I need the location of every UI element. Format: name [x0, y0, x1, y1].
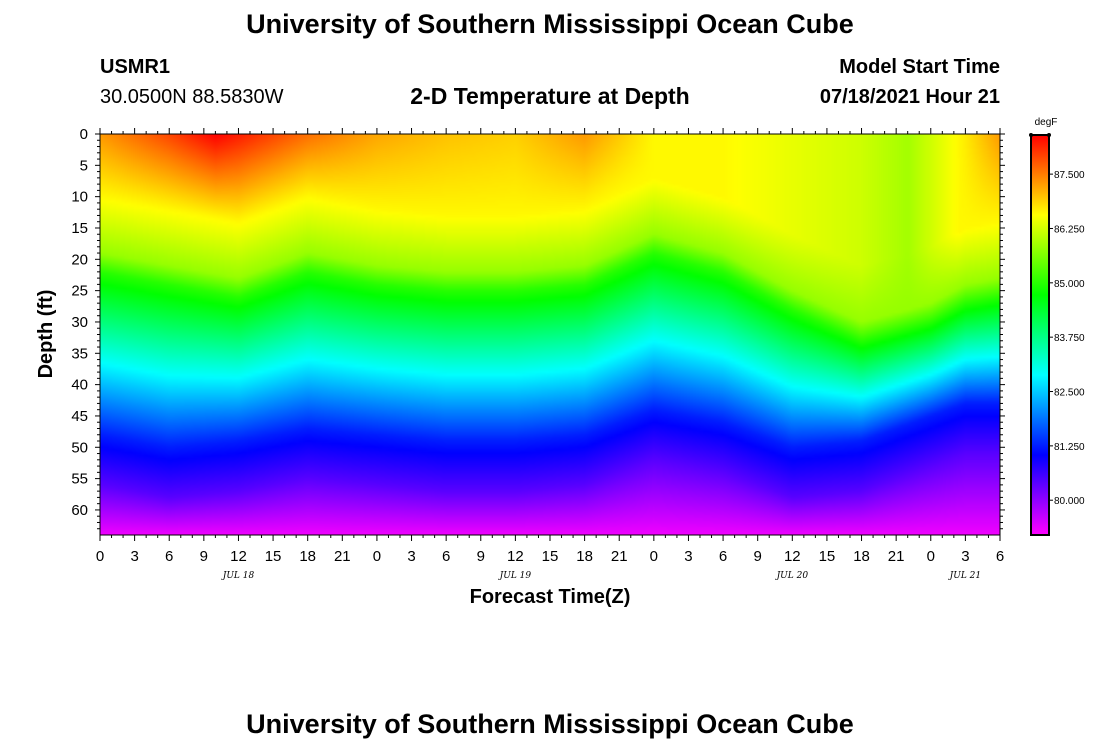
colorbar-unit: degF [1035, 117, 1058, 128]
colorbar-corner-mark [1047, 133, 1051, 137]
colorbar-tick-label: 82.500 [1054, 388, 1085, 399]
heatmap-field [100, 134, 1000, 535]
y-tick-label: 20 [71, 251, 88, 268]
x-tick-label: 21 [611, 548, 628, 565]
y-tick-label: 40 [71, 377, 88, 394]
x-tick-label: 18 [853, 548, 870, 565]
colorbar: degF 87.500 86.250 85.000 83.750 82.500 81.25… [1029, 117, 1085, 536]
y-tick-label: 15 [71, 220, 88, 237]
x-tick-label: 12 [230, 548, 247, 565]
y-axis: 0 5 10 15 20 25 30 35 40 45 50 55 60 [71, 126, 1005, 530]
colorbar-tick-label: 81.250 [1054, 442, 1085, 453]
x-tick-label: 15 [542, 548, 559, 565]
x-tick-label: 3 [407, 548, 415, 565]
x-tick-label: 18 [299, 548, 316, 565]
colorbar-corner-mark [1029, 133, 1033, 137]
x-tick-label: 12 [507, 548, 524, 565]
x-tick-label: 6 [719, 548, 727, 565]
x-tick-label: 15 [265, 548, 282, 565]
y-tick-label: 45 [71, 408, 88, 425]
y-tick-label: 0 [80, 126, 88, 143]
date-labels: JUL 18 JUL 19 JUL 20 JUL 21 [221, 571, 981, 581]
x-tick-label: 9 [477, 548, 485, 565]
x-axis-title: Forecast Time(Z) [470, 586, 631, 608]
colorbar-tick-label: 86.250 [1054, 224, 1085, 235]
x-tick-label: 21 [888, 548, 905, 565]
x-tick-label: 9 [200, 548, 208, 565]
x-tick-label: 9 [754, 548, 762, 565]
colorbar-tick-label: 85.000 [1054, 279, 1085, 290]
station-id: USMR1 [100, 56, 171, 78]
x-tick-label: 0 [650, 548, 658, 565]
y-tick-label: 55 [71, 471, 88, 488]
colorbar-scale [1030, 134, 1050, 536]
x-tick-label: 6 [996, 548, 1004, 565]
date-label: JUL 20 [775, 571, 809, 581]
x-tick-label: 0 [927, 548, 935, 565]
colorbar-tick-label: 80.000 [1054, 496, 1085, 507]
y-tick-label: 60 [71, 502, 88, 519]
x-axis: 0 3 6 9 12 15 18 21 0 3 6 9 12 15 18 21 0 3 6 9 12 15 18 21 0 3 6 [96, 128, 1004, 565]
station-coordinates: 30.0500N 88.5830W [100, 86, 284, 108]
colorbar-tick-label: 83.750 [1054, 333, 1085, 344]
date-label: JUL 21 [948, 571, 981, 581]
date-label: JUL 19 [498, 571, 532, 581]
model-start-time: 07/18/2021 Hour 21 [819, 86, 1000, 108]
x-tick-label: 3 [961, 548, 969, 565]
x-tick-label: 21 [334, 548, 351, 565]
x-tick-label: 12 [784, 548, 801, 565]
y-tick-label: 50 [71, 439, 88, 456]
page-title-bottom: University of Southern Mississippi Ocean… [246, 709, 854, 739]
x-tick-label: 0 [96, 548, 104, 565]
y-tick-label: 30 [71, 314, 88, 331]
x-tick-label: 6 [442, 548, 450, 565]
x-tick-label: 0 [373, 548, 381, 565]
x-tick-label: 3 [130, 548, 138, 565]
y-tick-label: 25 [71, 283, 88, 300]
y-tick-label: 35 [71, 345, 88, 362]
page-title-top: University of Southern Mississippi Ocean… [246, 9, 854, 39]
x-tick-label: 6 [165, 548, 173, 565]
plot-title: 2-D Temperature at Depth [410, 83, 690, 109]
colorbar-tick-label: 87.500 [1054, 170, 1085, 181]
model-start-label: Model Start Time [839, 56, 1000, 78]
x-tick-label: 3 [684, 548, 692, 565]
y-tick-label: 5 [80, 157, 88, 174]
y-axis-title: Depth (ft) [35, 290, 57, 379]
x-tick-label: 15 [819, 548, 836, 565]
x-tick-label: 18 [576, 548, 593, 565]
date-label: JUL 18 [221, 571, 255, 581]
y-tick-label: 10 [71, 189, 88, 206]
